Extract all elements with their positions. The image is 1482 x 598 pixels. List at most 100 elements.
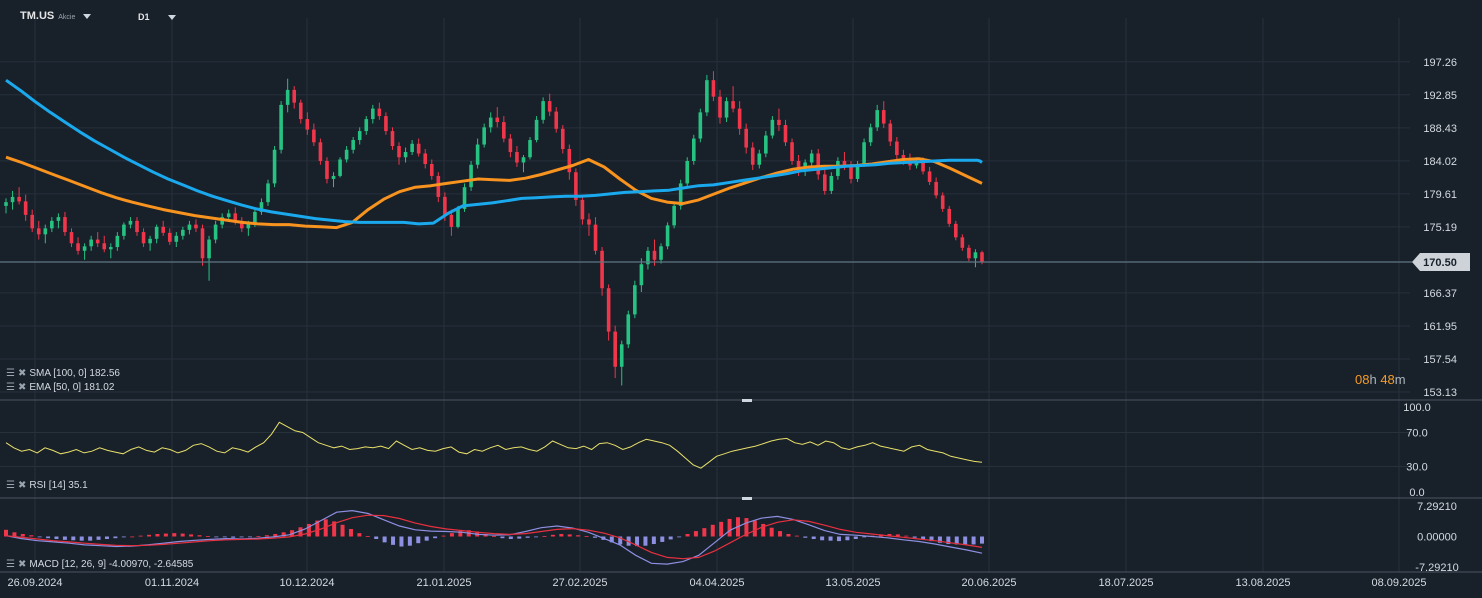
candle-body[interactable]	[351, 140, 355, 150]
candle-body[interactable]	[4, 202, 8, 206]
candle[interactable]	[194, 219, 198, 233]
candle-body[interactable]	[606, 288, 611, 332]
candle-body[interactable]	[711, 80, 716, 97]
candle[interactable]	[161, 220, 166, 236]
candle-body[interactable]	[691, 138, 696, 161]
candle-body[interactable]	[488, 117, 493, 128]
candle-body[interactable]	[790, 142, 794, 161]
candle-body[interactable]	[390, 131, 395, 147]
candle-body[interactable]	[148, 238, 152, 244]
candle-body[interactable]	[672, 205, 676, 226]
candle-body[interactable]	[495, 117, 500, 123]
candle[interactable]	[508, 134, 513, 158]
candle[interactable]	[685, 157, 690, 188]
candle[interactable]	[292, 86, 297, 109]
candle-body[interactable]	[921, 160, 925, 172]
candle[interactable]	[567, 144, 572, 180]
candle[interactable]	[416, 138, 421, 157]
candle-body[interactable]	[43, 228, 48, 235]
candle-body[interactable]	[953, 223, 958, 238]
candle-body[interactable]	[849, 166, 853, 179]
candle[interactable]	[587, 213, 591, 236]
candle-body[interactable]	[63, 217, 67, 233]
candle[interactable]	[731, 86, 735, 113]
candle-body[interactable]	[888, 123, 893, 142]
candle[interactable]	[934, 177, 938, 199]
candle[interactable]	[633, 280, 637, 319]
candle[interactable]	[115, 232, 120, 251]
candle-body[interactable]	[187, 224, 192, 230]
close-x-icon[interactable]: ✖	[17, 368, 27, 379]
candle[interactable]	[213, 220, 218, 244]
candle[interactable]	[895, 137, 899, 160]
candle-body[interactable]	[927, 171, 932, 182]
candle[interactable]	[384, 112, 388, 135]
candle-body[interactable]	[226, 213, 231, 218]
candle-body[interactable]	[639, 264, 644, 286]
candle[interactable]	[469, 160, 473, 191]
candle[interactable]	[600, 247, 604, 296]
candle[interactable]	[678, 179, 683, 210]
candle-body[interactable]	[560, 128, 565, 150]
candle-body[interactable]	[89, 239, 93, 247]
candle-body[interactable]	[36, 228, 41, 235]
candle-body[interactable]	[298, 102, 303, 120]
candle[interactable]	[718, 89, 722, 124]
candle-body[interactable]	[980, 252, 984, 263]
candle[interactable]	[475, 138, 480, 169]
panel-resize-handle[interactable]	[742, 497, 752, 500]
candle[interactable]	[816, 149, 821, 180]
settings-lines-icon[interactable]: ☰	[6, 480, 15, 491]
candle[interactable]	[174, 232, 179, 248]
candle-body[interactable]	[646, 250, 650, 265]
candle[interactable]	[705, 74, 709, 117]
candle[interactable]	[344, 146, 349, 163]
candle-body[interactable]	[161, 226, 166, 233]
candle-body[interactable]	[580, 199, 585, 220]
candle[interactable]	[272, 146, 277, 188]
candle[interactable]	[541, 97, 545, 124]
candle-body[interactable]	[30, 214, 35, 229]
candle-body[interactable]	[960, 237, 965, 248]
candle[interactable]	[449, 209, 454, 236]
candle-body[interactable]	[272, 149, 277, 184]
candle-body[interactable]	[167, 232, 172, 242]
candle[interactable]	[940, 192, 945, 212]
candle-body[interactable]	[207, 239, 211, 259]
candle[interactable]	[436, 172, 441, 203]
candle[interactable]	[325, 157, 329, 184]
panel-dividers[interactable]	[0, 399, 1482, 573]
candle-body[interactable]	[541, 101, 545, 120]
candle-body[interactable]	[777, 119, 781, 126]
candle[interactable]	[482, 123, 486, 148]
candle[interactable]	[82, 243, 87, 260]
candle-body[interactable]	[462, 187, 467, 209]
candle[interactable]	[377, 102, 382, 120]
candle[interactable]	[331, 172, 336, 188]
candle-body[interactable]	[718, 96, 722, 118]
candle[interactable]	[764, 131, 768, 158]
candle[interactable]	[17, 187, 21, 205]
candle-body[interactable]	[397, 146, 401, 158]
candle-body[interactable]	[770, 119, 775, 136]
candle-body[interactable]	[443, 196, 447, 215]
candle-body[interactable]	[109, 247, 113, 250]
candle-body[interactable]	[279, 104, 283, 150]
candle-body[interactable]	[416, 143, 421, 154]
candle[interactable]	[266, 179, 270, 206]
candle-body[interactable]	[122, 224, 126, 236]
candle[interactable]	[109, 243, 113, 259]
candle-body[interactable]	[292, 89, 297, 103]
candle-body[interactable]	[128, 220, 133, 225]
candle-body[interactable]	[705, 80, 709, 113]
candle[interactable]	[881, 101, 886, 129]
settings-lines-icon[interactable]: ☰	[6, 559, 15, 570]
candle-body[interactable]	[194, 224, 198, 229]
candle-body[interactable]	[17, 196, 21, 202]
candle[interactable]	[102, 235, 107, 253]
candle-body[interactable]	[233, 213, 238, 221]
candle[interactable]	[875, 104, 879, 132]
candle-body[interactable]	[436, 175, 441, 197]
